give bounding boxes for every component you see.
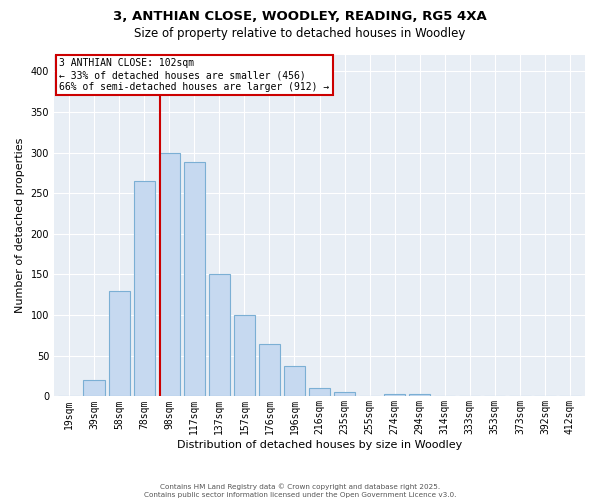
X-axis label: Distribution of detached houses by size in Woodley: Distribution of detached houses by size … xyxy=(177,440,462,450)
Text: Contains HM Land Registry data © Crown copyright and database right 2025.
Contai: Contains HM Land Registry data © Crown c… xyxy=(144,484,456,498)
Bar xyxy=(309,388,330,396)
Bar xyxy=(409,394,430,396)
Y-axis label: Number of detached properties: Number of detached properties xyxy=(15,138,25,314)
Bar xyxy=(83,380,105,396)
Bar xyxy=(234,315,255,396)
Bar xyxy=(259,344,280,396)
Bar xyxy=(158,152,180,396)
Bar xyxy=(184,162,205,396)
Bar xyxy=(209,274,230,396)
Bar xyxy=(134,181,155,396)
Bar xyxy=(109,290,130,397)
Text: 3 ANTHIAN CLOSE: 102sqm
← 33% of detached houses are smaller (456)
66% of semi-d: 3 ANTHIAN CLOSE: 102sqm ← 33% of detache… xyxy=(59,58,329,92)
Bar xyxy=(284,366,305,396)
Text: Size of property relative to detached houses in Woodley: Size of property relative to detached ho… xyxy=(134,28,466,40)
Bar xyxy=(384,394,406,396)
Text: 3, ANTHIAN CLOSE, WOODLEY, READING, RG5 4XA: 3, ANTHIAN CLOSE, WOODLEY, READING, RG5 … xyxy=(113,10,487,23)
Bar xyxy=(334,392,355,396)
